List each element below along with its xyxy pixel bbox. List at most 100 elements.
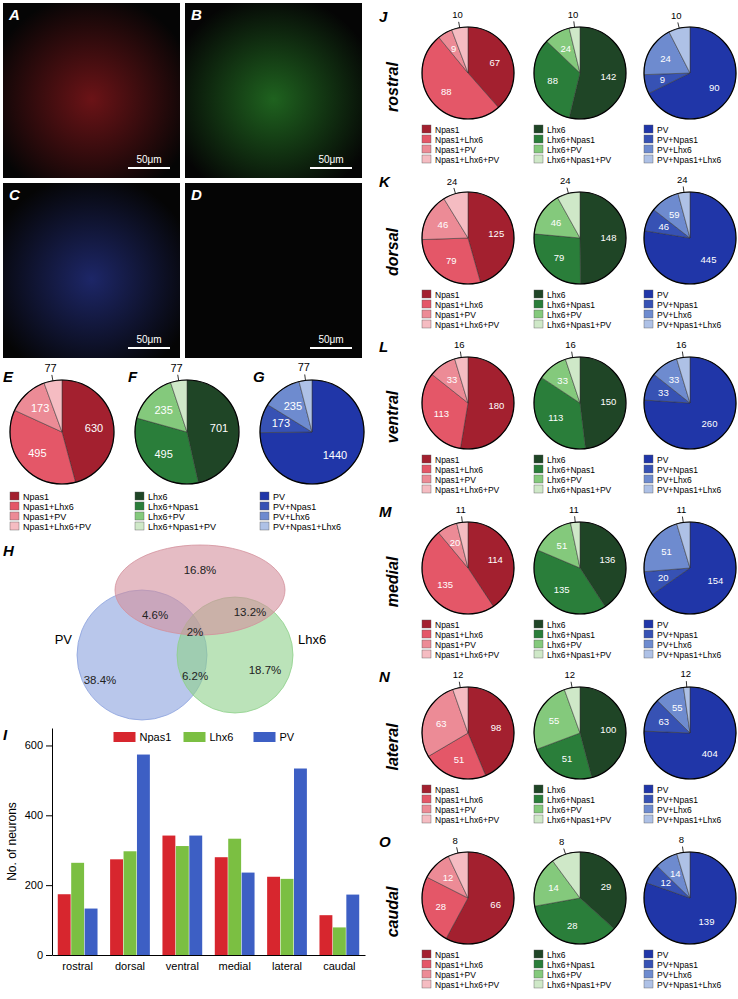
data-label: 51: [661, 546, 672, 557]
data-label: 9: [660, 74, 665, 85]
venn-region-label: 4.6%: [142, 609, 168, 621]
data-label: 79: [446, 255, 457, 266]
pie-chart: 13912148PVPV+Npas1PV+Lhx6PV+Npas1+Lhx6: [644, 834, 736, 990]
legend-swatch: [422, 465, 431, 473]
pie-outline: [644, 192, 736, 284]
data-label: 24: [447, 176, 458, 187]
axis-line: [53, 955, 366, 956]
legend-swatch: [644, 805, 653, 813]
data-label: 113: [548, 412, 563, 423]
leader-line: [304, 374, 306, 380]
legend-label: Lhx6: [148, 492, 168, 502]
legend-label: Lhx6+Npas1: [547, 795, 595, 805]
tick: caudal: [323, 955, 355, 972]
legend-label: Npas1+Lhx6+PV: [435, 650, 500, 660]
data-label: 404: [702, 748, 718, 759]
data-label: 11: [456, 504, 466, 515]
bar: [242, 873, 255, 955]
legend-swatch: [422, 155, 431, 163]
data-label: 28: [435, 901, 446, 912]
legend-label: PV+Npas1: [657, 630, 698, 640]
data-label: 98: [491, 722, 502, 733]
legend-label: Lhx6: [547, 455, 566, 465]
legend-label: Lhx6+PV: [547, 970, 582, 980]
legend: PVPV+Npas1PV+Lhx6PV+Npas1+Lhx6: [644, 290, 722, 330]
legend-swatch: [10, 512, 19, 520]
data-label: 51: [557, 540, 568, 551]
pie-slices: [644, 27, 736, 119]
legend-swatch: [184, 732, 206, 742]
legend-swatch: [534, 135, 543, 143]
pie-slice: [135, 418, 198, 484]
data-label: 12: [443, 872, 454, 883]
legend-label: Lhx6: [547, 620, 566, 630]
data-label: 701: [210, 422, 228, 434]
pie-labels: 1801133316: [434, 339, 505, 419]
data-label: 173: [31, 402, 49, 414]
tick: ventral: [166, 955, 199, 972]
legend-label: Npas1+PV: [435, 310, 476, 320]
pie-outline: [644, 357, 736, 449]
pie-labels: 125794624: [438, 176, 505, 267]
micrograph-signal: [185, 3, 362, 178]
legend-label: PV+Npas1+Lhx6: [657, 815, 722, 825]
pie-labels: 63049517377: [28, 362, 103, 459]
legend: PVPV+Npas1PV+Lhx6PV+Npas1+Lhx6: [644, 785, 722, 825]
legend: Npas1Npas1+Lhx6Npas1+PVNpas1+Lhx6+PV: [422, 620, 500, 660]
legend-swatch: [10, 522, 19, 530]
pie-chart: medialM1141352011Npas1Npas1+Lhx6Npas1+PV…: [379, 503, 514, 660]
leader-line: [682, 517, 684, 523]
legend-label: Npas1: [435, 785, 460, 795]
data-label: 77: [44, 362, 56, 374]
pie-slices: [644, 687, 736, 779]
panel-label: O: [379, 833, 391, 850]
legend-label: PV: [657, 125, 669, 135]
pie-labels: 13912148: [660, 834, 714, 927]
pie-slice: [171, 380, 187, 432]
pie-chart: dorsalK125794624Npas1Npas1+Lhx6Npas1+PVN…: [379, 173, 514, 330]
panel-label: D: [191, 186, 202, 203]
pie-slices: [422, 27, 514, 119]
legend-label: Lhx6: [547, 125, 566, 135]
pie-labels: 445465924: [659, 174, 717, 265]
legend-swatch: [422, 815, 431, 823]
bar: [85, 909, 98, 955]
legend-swatch: [422, 640, 431, 648]
y-axis: 0200400600: [25, 729, 53, 962]
legend-label: Lhx6+PV: [547, 640, 582, 650]
legend: Npas1Npas1+Lhx6Npas1+PVNpas1+Lhx6+PV: [422, 290, 500, 330]
legend-swatch: [644, 970, 653, 978]
legend-label: Lhx6+PV: [547, 475, 582, 485]
data-label: 9: [451, 43, 456, 54]
panel-label: H: [3, 542, 15, 559]
legend-swatch: [644, 145, 653, 153]
micrograph-background: [3, 3, 180, 178]
pie-outline: [135, 380, 239, 484]
data-label: 1440: [323, 449, 347, 461]
legend: Lhx6Lhx6+Npas1Lhx6+PVLhx6+Npas1+PV: [534, 455, 612, 495]
legend-label: PV+Lhx6: [273, 512, 310, 522]
data-label: 148: [601, 232, 617, 243]
data-label: 46: [551, 217, 562, 228]
legend-label: Lhx6: [210, 731, 234, 743]
legend-swatch: [534, 125, 543, 133]
venn-region-label: 18.7%: [249, 664, 282, 676]
micrograph-panel: D50μm: [185, 183, 362, 358]
data-label: 125: [488, 228, 504, 239]
data-label: 100: [600, 724, 616, 735]
leader-line: [460, 352, 462, 358]
scale-bar: [128, 347, 170, 349]
venn-set-label: Lhx6: [298, 632, 326, 647]
legend: PVPV+Npas1PV+Lhx6PV+Npas1+Lhx6: [644, 125, 722, 165]
data-label: 33: [669, 374, 680, 385]
legend-swatch: [260, 502, 269, 510]
legend-label: Lhx6+Npas1: [547, 135, 595, 145]
legend-label: Npas1+PV: [435, 805, 476, 815]
pie-labels: 260333316: [658, 339, 717, 429]
legend-label: PV+Npas1: [657, 795, 698, 805]
data-label: 63: [659, 716, 670, 727]
pie-outline: [534, 522, 626, 614]
panel-label: B: [191, 6, 202, 23]
legend-swatch: [422, 960, 431, 968]
legend-swatch: [422, 475, 431, 483]
